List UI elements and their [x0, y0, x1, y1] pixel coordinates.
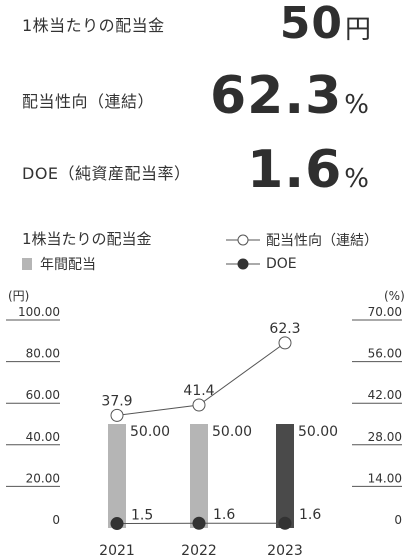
right-tick-label: 42.00	[368, 388, 402, 402]
dividend-bar	[190, 424, 208, 528]
legend-bar-label: 年間配当	[40, 257, 96, 273]
dividend-per-share-unit: 円	[344, 15, 372, 45]
dividend-per-share-value: 50円	[280, 0, 372, 49]
payout-ratio-number: 62.3	[209, 66, 343, 126]
left-tick-label: 40.00	[26, 430, 60, 444]
dividend-per-share-label: 1株当たりの配当金	[22, 16, 165, 35]
left-tick-label: 80.00	[26, 347, 60, 361]
doe-unit: %	[344, 164, 370, 194]
doe-label: 1.5	[131, 508, 153, 524]
doe-label: 1.6	[213, 507, 235, 523]
legend-payout-entry: 配当性向（連結）	[226, 230, 378, 250]
dividend-bar-label: 50.00	[212, 424, 252, 440]
payout-ratio-value: 62.3%	[210, 66, 370, 126]
doe-point	[110, 517, 124, 531]
legend-doe-label: DOE	[266, 256, 297, 272]
legend-open-marker-icon	[226, 234, 260, 246]
legend-filled-marker-icon	[226, 258, 260, 270]
legend-payout-label: 配当性向（連結）	[266, 233, 378, 249]
doe-label: DOE（純資産配当率）	[22, 164, 191, 183]
doe-number: 1.6	[247, 140, 343, 200]
right-tick-label: 28.00	[368, 430, 402, 444]
dividend-bar	[276, 424, 294, 528]
year-label: 2022	[181, 543, 217, 559]
right-tick-label: 70.00	[368, 305, 402, 319]
payout-ratio-unit: %	[344, 90, 370, 120]
dividend-chart: (円) (%) 100.00 70.00 80.00 56.00 60.00 42.00 40.…	[6, 289, 405, 559]
year-label: 2021	[99, 543, 135, 559]
right-tick-label: 14.00	[368, 471, 402, 485]
chart-legend-title: 1株当たりの配当金	[22, 230, 152, 248]
payout-ratio-point	[278, 336, 292, 350]
left-axis-unit: (円)	[8, 289, 29, 303]
left-tick-label: 20.00	[26, 471, 60, 485]
dividend-bar-label: 50.00	[298, 424, 338, 440]
payout-ratio-label: 配当性向（連結）	[22, 92, 155, 111]
payout-ratio-point	[192, 398, 206, 412]
payout-ratio-label: 62.3	[269, 321, 300, 337]
left-tick-label: 60.00	[26, 388, 60, 402]
dividend-bar	[108, 424, 126, 528]
payout-ratio-label: 37.9	[101, 393, 132, 409]
right-tick-label: 0	[394, 513, 402, 527]
right-axis-unit: (%)	[384, 289, 405, 303]
left-tick-label: 0	[52, 513, 60, 527]
legend-bar-swatch	[22, 258, 32, 270]
year-label: 2023	[267, 543, 303, 559]
doe-label: 1.6	[299, 507, 321, 523]
dividend-bar-label: 50.00	[130, 424, 170, 440]
doe-point	[278, 516, 292, 530]
right-tick-label: 56.00	[368, 347, 402, 361]
doe-value: 1.6%	[247, 140, 370, 200]
dividend-per-share-number: 50	[279, 0, 343, 49]
payout-ratio-point	[110, 408, 124, 422]
payout-ratio-label: 41.4	[183, 383, 214, 399]
legend-bar-entry: 年間配当	[22, 254, 96, 274]
doe-point	[192, 516, 206, 530]
left-tick-label: 100.00	[18, 305, 60, 319]
legend-doe-entry: DOE	[226, 256, 297, 272]
